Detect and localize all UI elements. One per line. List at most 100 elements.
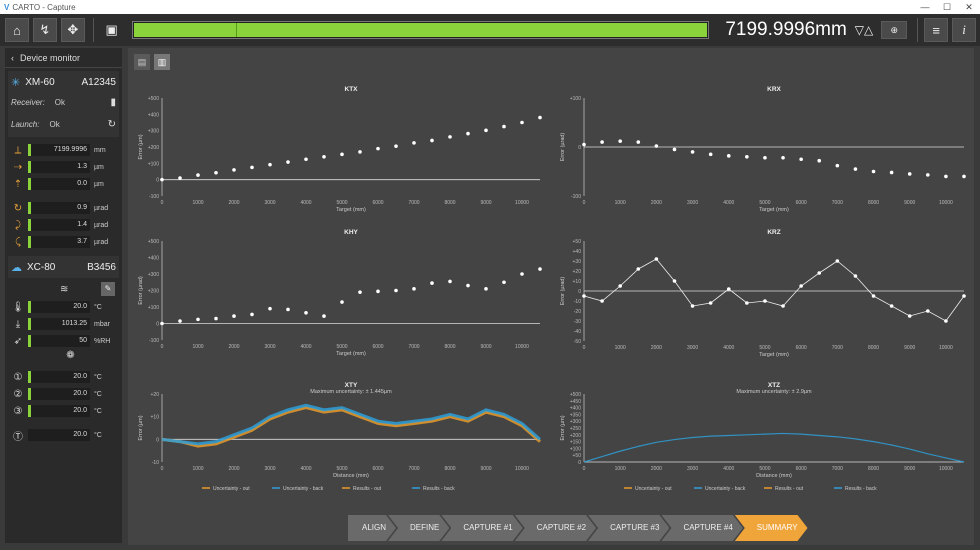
x-tick-label: 4000 [723, 466, 734, 472]
chart-view-icon[interactable]: ▥ [154, 54, 170, 70]
align-icon[interactable]: ↯ [32, 18, 57, 42]
data-point [412, 287, 416, 291]
value-material-avg: 20.0 [28, 429, 90, 441]
x-tick-label: 6000 [796, 466, 807, 472]
chart-subtitle: Maximum uncertainty: ± 2.9µm [736, 389, 812, 395]
x-tick-label: 4000 [723, 345, 734, 351]
data-point [412, 141, 416, 145]
laser-icon: ✳ [11, 76, 21, 89]
data-point [160, 177, 164, 182]
data-point [781, 155, 785, 160]
data-point [636, 267, 641, 271]
y-tick-label: +400 [570, 406, 581, 412]
step-summary[interactable]: SUMMARY [735, 515, 808, 541]
app-logo-icon: V [4, 2, 10, 12]
pitch-icon: ⤸ [15, 219, 21, 231]
home-icon[interactable]: ⌂ [5, 18, 29, 42]
data-point [520, 120, 524, 125]
y-axis-label: Error (µrad) [138, 276, 144, 305]
toolbar-divider-right [917, 18, 919, 42]
step-capture-2[interactable]: CAPTURE #2 [515, 515, 596, 541]
x-tick-label: 6000 [372, 200, 383, 206]
x-tick-label: 10000 [939, 345, 953, 351]
x-tick-label: 2000 [651, 345, 662, 351]
data-point [376, 289, 380, 294]
data-point [322, 314, 326, 318]
value-pressure: 1013.25 [28, 318, 90, 330]
minimize-button[interactable]: — [920, 1, 930, 12]
info-icon[interactable]: i [952, 18, 976, 42]
step-align[interactable]: ALIGN [348, 515, 396, 541]
step-define[interactable]: DEFINE [388, 515, 449, 541]
value-yaw: 3.7 [28, 236, 90, 248]
edit-icon[interactable]: ✎ [101, 282, 115, 296]
capture-icon[interactable]: ▣ [105, 22, 118, 37]
window-title: CARTO - Capture [12, 2, 76, 12]
data-point [763, 299, 767, 303]
chart-legend: Uncertainty - out Uncertainty - back Resul… [202, 486, 455, 492]
data-point [781, 304, 785, 308]
data-point [520, 272, 524, 276]
maximize-button[interactable]: ☐ [942, 1, 952, 12]
x-tick-label: 7000 [408, 344, 419, 350]
air-temp-icon: 🌡 [11, 301, 25, 313]
step-capture-1[interactable]: CAPTURE #1 [441, 515, 522, 541]
x-axis-label: Distance (mm) [756, 473, 792, 479]
unit-material-3: °C [94, 407, 102, 415]
xm60-block: ✳ XM-60 A12345 Receiver: Ok ▮ Launch: Ok… [8, 71, 119, 137]
data-point [600, 299, 604, 303]
x-tick-label: 5000 [759, 345, 770, 351]
step-capture-4[interactable]: CAPTURE #4 [661, 515, 742, 541]
chart-title: XTZ [768, 382, 780, 389]
x-tick-label: 10000 [939, 466, 953, 472]
x-tick-label: 0 [583, 466, 586, 472]
data-point [304, 310, 308, 315]
data-point [962, 174, 966, 179]
data-point [430, 281, 434, 285]
data-point [196, 317, 200, 322]
target-icon[interactable]: ✥ [60, 18, 85, 42]
y-tick-label: +200 [148, 289, 159, 295]
direction-arrows-icon[interactable]: ▽△ [854, 23, 874, 37]
y-tick-label: 0 [156, 322, 159, 328]
data-point [214, 171, 218, 175]
x-tick-label: 6000 [372, 466, 383, 472]
data-point [654, 144, 659, 148]
data-point [835, 259, 840, 263]
close-button[interactable]: ✕ [965, 1, 973, 12]
y-tick-label: +100 [148, 305, 159, 311]
x-tick-label: 1000 [615, 200, 626, 206]
title-bar: V CARTO - Capture — ☐ ✕ [0, 0, 980, 14]
x-tick-label: 9000 [480, 344, 491, 350]
y-axis-label: Error (µm) [138, 134, 144, 159]
y-axis-label: Error (µm) [560, 415, 566, 440]
value-straightness-h: 1.3 [28, 161, 90, 173]
y-tick-label: -10 [574, 299, 581, 305]
unit-straightness-v: µm [94, 180, 104, 188]
refresh-icon[interactable]: ↻ [107, 118, 116, 130]
zoom-icon[interactable]: ⊕ [881, 21, 908, 39]
data-point [871, 294, 876, 298]
receiver-label: Receiver: [11, 97, 45, 107]
save-icon[interactable]: ▤ [134, 54, 150, 70]
xm-serial: A12345 [81, 76, 116, 88]
data-point [745, 155, 749, 159]
step-capture-3[interactable]: CAPTURE #3 [588, 515, 669, 541]
back-chevron-icon[interactable]: ‹ [11, 52, 14, 63]
data-point [618, 139, 622, 143]
chart-title: KRX [767, 86, 781, 93]
data-point [268, 306, 272, 311]
series-line [161, 406, 541, 448]
menu-icon[interactable]: ≡ [924, 18, 949, 42]
toolbar-divider [92, 18, 94, 42]
data-point [502, 280, 506, 285]
device-monitor-header[interactable]: ‹ Device monitor [5, 48, 122, 68]
x-tick-label: 4000 [300, 466, 311, 472]
x-tick-label: 9000 [904, 345, 915, 351]
x-axis-label: Target (mm) [336, 207, 366, 213]
y-tick-label: +40 [573, 249, 582, 255]
x-tick-label: 0 [161, 466, 164, 472]
chart-xty: -100+10+200 1000 2000 3000 4000 5000 6000 7000 8… [138, 382, 541, 492]
y-tick-label: -100 [149, 338, 159, 344]
data-point [618, 284, 622, 288]
